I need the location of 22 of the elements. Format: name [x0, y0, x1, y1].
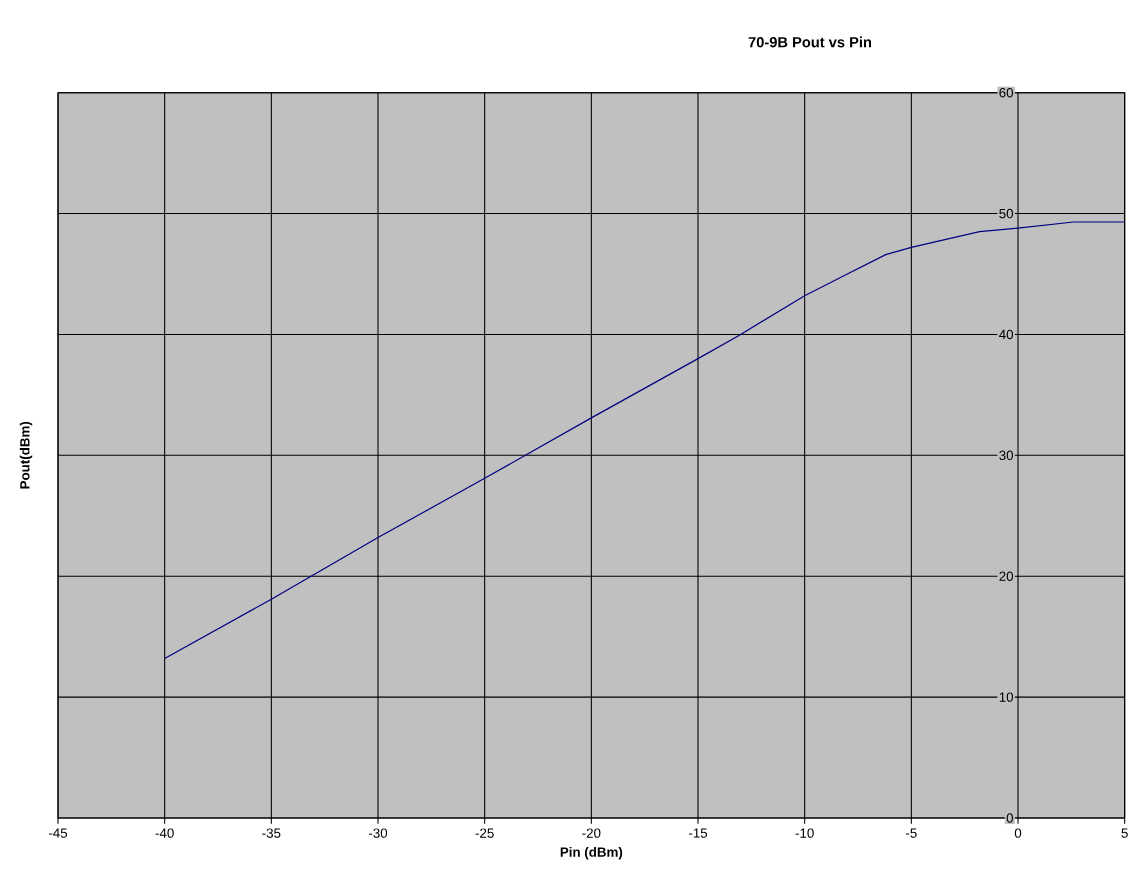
y-axis-title: Pout(dBm) — [19, 421, 33, 489]
x-tick-label: -20 — [582, 828, 601, 838]
x-tick-label: -45 — [48, 828, 68, 838]
x-tick-label: -25 — [475, 828, 494, 838]
y-tick-label: 60 — [999, 87, 1014, 98]
y-tick-label: 10 — [999, 692, 1014, 702]
y-tick-label: 20 — [999, 571, 1014, 581]
x-axis-title: Pin (dBm) — [560, 847, 623, 860]
y-tick-label: 40 — [999, 329, 1014, 340]
x-tick-label: -30 — [368, 828, 388, 838]
x-tick-label: 0 — [1014, 828, 1022, 838]
x-tick-label: -40 — [155, 828, 174, 838]
x-tick-label: -35 — [262, 828, 281, 838]
y-tick-label: 0 — [1006, 813, 1014, 823]
x-tick-label: 5 — [1121, 828, 1128, 838]
y-tick-label: 50 — [999, 208, 1014, 219]
x-tick-label: -10 — [795, 828, 814, 838]
x-tick-label: -5 — [905, 828, 917, 838]
line-series — [164, 221, 1125, 660]
y-tick-label: 30 — [999, 450, 1014, 461]
chart-title: 70-9B Pout vs Pin — [748, 36, 872, 48]
x-tick-label: -15 — [688, 828, 708, 838]
